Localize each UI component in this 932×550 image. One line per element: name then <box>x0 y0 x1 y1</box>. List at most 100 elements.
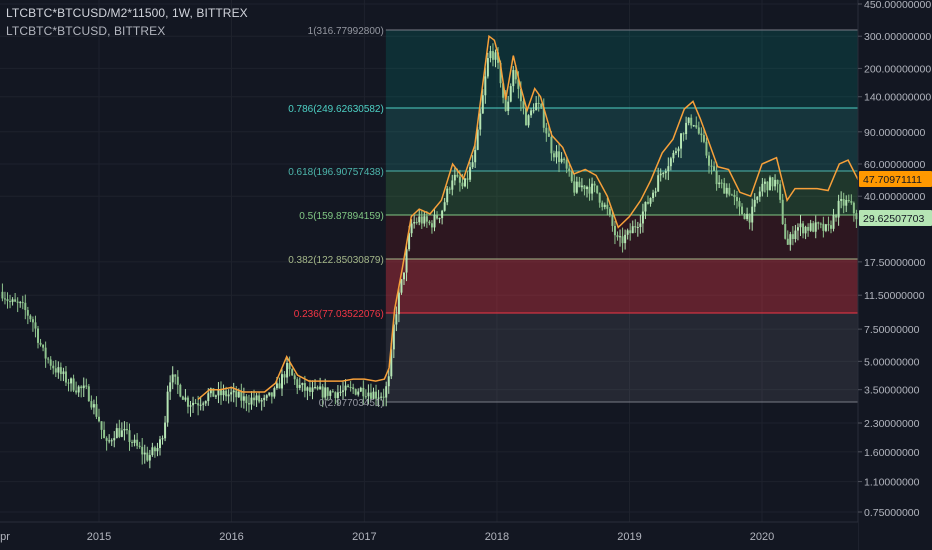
candle-body <box>606 204 609 209</box>
candle-body <box>359 387 362 392</box>
candle-body <box>735 197 738 202</box>
candle-body <box>827 224 830 226</box>
compare-series <box>197 34 860 400</box>
candle-body <box>100 421 103 430</box>
candle-body <box>164 422 167 439</box>
candle-body <box>171 374 174 383</box>
candle-body <box>580 185 583 188</box>
price-axis-label: 60.00000000 <box>864 159 925 171</box>
fib-zone <box>385 30 860 108</box>
candle-body <box>21 302 24 304</box>
candle-body <box>741 206 744 215</box>
time-axis[interactable]: pr 2015 2016 2017 2018 2019 2020 <box>0 521 858 550</box>
candle-body <box>545 127 548 134</box>
candle-body <box>1 291 4 299</box>
candle-body <box>334 392 337 398</box>
candle-body <box>369 392 372 399</box>
candle-body <box>209 388 212 394</box>
candle-body <box>560 158 563 162</box>
candle-body <box>11 299 14 302</box>
candle-body <box>720 182 723 184</box>
candle-body <box>181 396 184 400</box>
candle-body <box>425 216 428 222</box>
candle-body <box>184 397 187 400</box>
candle-body <box>347 385 350 387</box>
candle-body <box>463 178 466 187</box>
candle-body <box>217 389 220 396</box>
candle-body <box>141 446 144 455</box>
candle-body <box>70 378 73 384</box>
candle-body <box>250 397 253 405</box>
candle-body <box>763 181 766 184</box>
candle-body <box>306 387 309 391</box>
compare-series-line <box>197 34 860 400</box>
price-axis[interactable]: 450.00000000 300.00000000 200.00000000 140.… <box>857 0 932 550</box>
candle-body <box>390 349 393 377</box>
main-series-legend[interactable]: LTCBTC*BTCUSD/M2*11500, 1W, BITTREX <box>6 6 248 20</box>
candle-body <box>385 386 388 398</box>
candle-body <box>39 342 42 345</box>
grid <box>0 0 858 522</box>
candle-body <box>436 214 439 219</box>
candle-body <box>311 387 314 392</box>
candle-body <box>674 151 677 153</box>
candle-body <box>146 452 149 461</box>
candle-body <box>273 388 276 397</box>
candle-body <box>105 438 108 441</box>
candle-body <box>186 397 189 407</box>
candle-body <box>321 386 324 398</box>
candle-body <box>29 315 32 320</box>
candle-body <box>484 76 487 96</box>
candle-body <box>415 222 418 224</box>
candle-body <box>72 378 75 391</box>
candle-body <box>263 397 266 401</box>
candle-body <box>288 362 291 370</box>
candle-body <box>67 382 70 384</box>
candle-body <box>809 223 812 231</box>
candle-body <box>138 445 141 447</box>
candle-body <box>603 204 606 207</box>
candle-body <box>507 101 510 111</box>
candle-body <box>52 365 55 369</box>
fib-zone <box>385 313 860 402</box>
candle-body <box>326 387 329 396</box>
price-axis-label: 2.30000000 <box>864 418 920 430</box>
candle-body <box>26 310 29 316</box>
last-price-tag <box>859 171 932 187</box>
candle-body <box>377 397 380 399</box>
candle-body <box>34 322 37 329</box>
candle-body <box>687 117 690 123</box>
candle-body <box>570 171 573 182</box>
candle-body <box>629 230 632 234</box>
candle-body <box>349 386 352 388</box>
candle-body <box>413 222 416 224</box>
candle-body <box>204 401 207 404</box>
candle-body <box>593 183 596 186</box>
candle-body <box>814 222 817 232</box>
candle-body <box>265 395 268 398</box>
candle-body <box>776 179 779 185</box>
candle-body <box>237 391 240 398</box>
candle-body <box>802 223 805 234</box>
candle-body <box>430 223 433 228</box>
candle-body <box>707 155 710 166</box>
candle-body <box>291 369 294 376</box>
candle-body <box>153 447 156 452</box>
candle-body <box>578 181 581 188</box>
compare-series-legend[interactable]: LTCBTC*BTCUSD, BITTREX <box>6 24 166 38</box>
price-axis-label: 17.50000000 <box>864 257 925 269</box>
candle-body <box>654 191 657 193</box>
price-axis-label: 0.75000000 <box>864 507 920 519</box>
candle-body <box>37 328 40 343</box>
last-price-value: 29.62507703 <box>863 213 924 225</box>
candle-body <box>120 430 123 437</box>
candle-body <box>568 168 571 172</box>
fibonacci-retracement[interactable] <box>385 29 860 403</box>
candle-body <box>639 223 642 228</box>
candle-body <box>575 181 578 193</box>
candle-body <box>540 103 543 108</box>
candle-body <box>771 177 774 187</box>
fib-level-label: 0.236(77.03522076) <box>294 309 384 320</box>
candle-body <box>591 183 594 194</box>
